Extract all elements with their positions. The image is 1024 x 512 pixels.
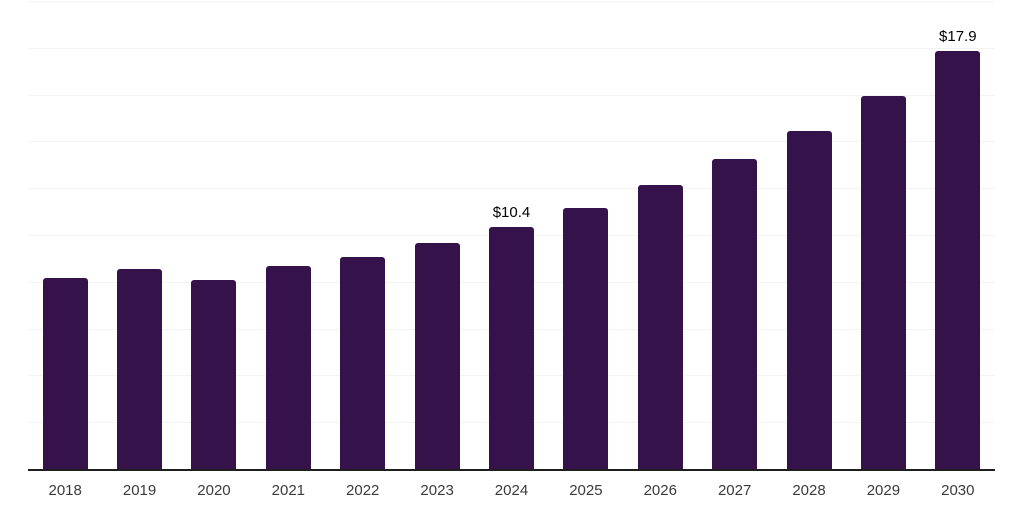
x-tick-label-2030: 2030 — [941, 482, 975, 499]
bar-2028 — [786, 130, 832, 470]
bar-2019 — [117, 268, 163, 470]
bar-2020 — [191, 280, 237, 470]
bar-2024 — [489, 226, 534, 470]
x-tick-label-2021: 2021 — [271, 482, 306, 499]
data-label-2030: $17.9 — [939, 28, 977, 46]
bar-2023 — [414, 243, 460, 470]
bar-2021 — [265, 266, 311, 470]
bar-2018 — [42, 278, 88, 470]
x-tick-label-2025: 2025 — [569, 482, 603, 499]
gridline-20 — [28, 1, 995, 2]
x-tick-label-2019: 2019 — [122, 482, 157, 499]
x-tick-label-2024: 2024 — [494, 482, 529, 499]
bar-2030 — [935, 51, 981, 470]
gridline-16 — [28, 94, 995, 96]
bar-2026 — [637, 184, 683, 470]
x-tick-label-2018: 2018 — [48, 482, 82, 499]
x-tick-label-2026: 2026 — [643, 482, 677, 499]
x-tick-label-2022: 2022 — [346, 482, 380, 499]
x-tick-label-2020: 2020 — [197, 482, 231, 499]
x-tick-label-2023: 2023 — [420, 482, 454, 499]
data-label-2024: $10.4 — [492, 203, 531, 221]
x-tick-label-2027: 2027 — [717, 482, 752, 499]
gridline-12 — [28, 188, 995, 190]
bar-2022 — [340, 257, 386, 470]
bar-2027 — [712, 158, 758, 470]
x-axis-labels: 2018 2019 2020 2021 2022 2023 2024 2025 2026 2027… — [28, 479, 995, 503]
bar-2029 — [860, 95, 906, 470]
gridline-14 — [28, 141, 995, 143]
x-axis-line — [28, 469, 995, 471]
gridline-18 — [28, 47, 995, 49]
plot-area: $10.4 $17.9 — [28, 1, 995, 471]
bar-2025 — [563, 207, 609, 470]
x-tick-label-2029: 2029 — [866, 482, 901, 499]
x-tick-label-2028: 2028 — [792, 482, 826, 499]
